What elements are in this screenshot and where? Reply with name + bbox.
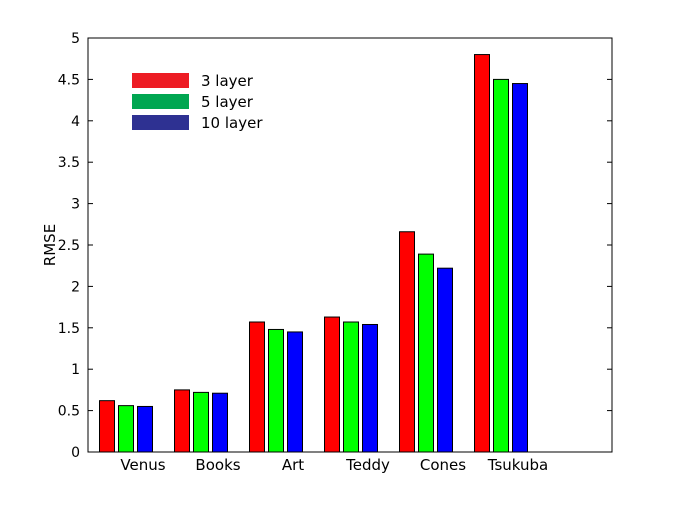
y-tick-label: 2.5 — [58, 238, 80, 254]
legend-swatch — [132, 73, 189, 88]
x-tick-label: Art — [282, 456, 304, 474]
bar-3-layer-cones — [399, 231, 415, 453]
bar-3-layer-art — [249, 321, 265, 453]
y-tick-label: 0.5 — [58, 404, 80, 420]
legend-swatch — [132, 115, 189, 130]
x-tick-label: Books — [195, 456, 240, 474]
legend-label: 3 layer — [201, 72, 254, 90]
bar-5-layer-venus — [118, 405, 134, 453]
x-tick-label: Teddy — [345, 456, 390, 474]
bar-series-group — [99, 54, 528, 453]
legend-label: 10 layer — [201, 114, 263, 132]
bar-10-layer-art — [287, 331, 303, 453]
x-tick-label: Tsukuba — [487, 456, 548, 474]
bar-5-layer-tsukuba — [493, 78, 509, 453]
bar-10-layer-books — [212, 392, 228, 453]
bar-10-layer-cones — [437, 267, 453, 453]
y-axis-label: RMSE — [41, 224, 59, 266]
bar-5-layer-teddy — [343, 321, 359, 453]
y-tick-label: 2 — [71, 279, 80, 295]
bar-10-layer-venus — [137, 405, 153, 453]
bar-3-layer-venus — [99, 400, 115, 453]
y-tick-label: 5 — [71, 31, 80, 47]
bar-3-layer-books — [174, 389, 190, 453]
bar-5-layer-art — [268, 328, 284, 453]
x-tick-label: Cones — [420, 456, 466, 474]
bar-3-layer-teddy — [324, 316, 340, 453]
x-axis: Venus Books Art Teddy Cones Tsukuba — [120, 456, 548, 474]
y-tick-label: 1.5 — [58, 321, 80, 337]
legend-swatch — [132, 94, 189, 109]
y-tick-label: 4.5 — [58, 72, 80, 88]
y-tick-label: 3.5 — [58, 155, 80, 171]
y-tick-label: 0 — [71, 445, 80, 461]
bar-5-layer-cones — [418, 253, 434, 453]
y-axis: 0 0.5 1 1.5 2 2.5 3 3.5 4 4.5 5 — [58, 31, 612, 461]
bar-5-layer-books — [193, 391, 209, 453]
bar-3-layer-tsukuba — [474, 54, 490, 453]
bar-10-layer-tsukuba — [512, 83, 528, 453]
y-tick-label: 4 — [71, 114, 80, 130]
y-tick-label: 3 — [71, 197, 80, 213]
legend: 3 layer 5 layer 10 layer — [132, 72, 263, 132]
y-tick-label: 1 — [71, 362, 80, 378]
bar-10-layer-teddy — [362, 323, 378, 453]
x-tick-label: Venus — [120, 456, 165, 474]
legend-label: 5 layer — [201, 93, 254, 111]
